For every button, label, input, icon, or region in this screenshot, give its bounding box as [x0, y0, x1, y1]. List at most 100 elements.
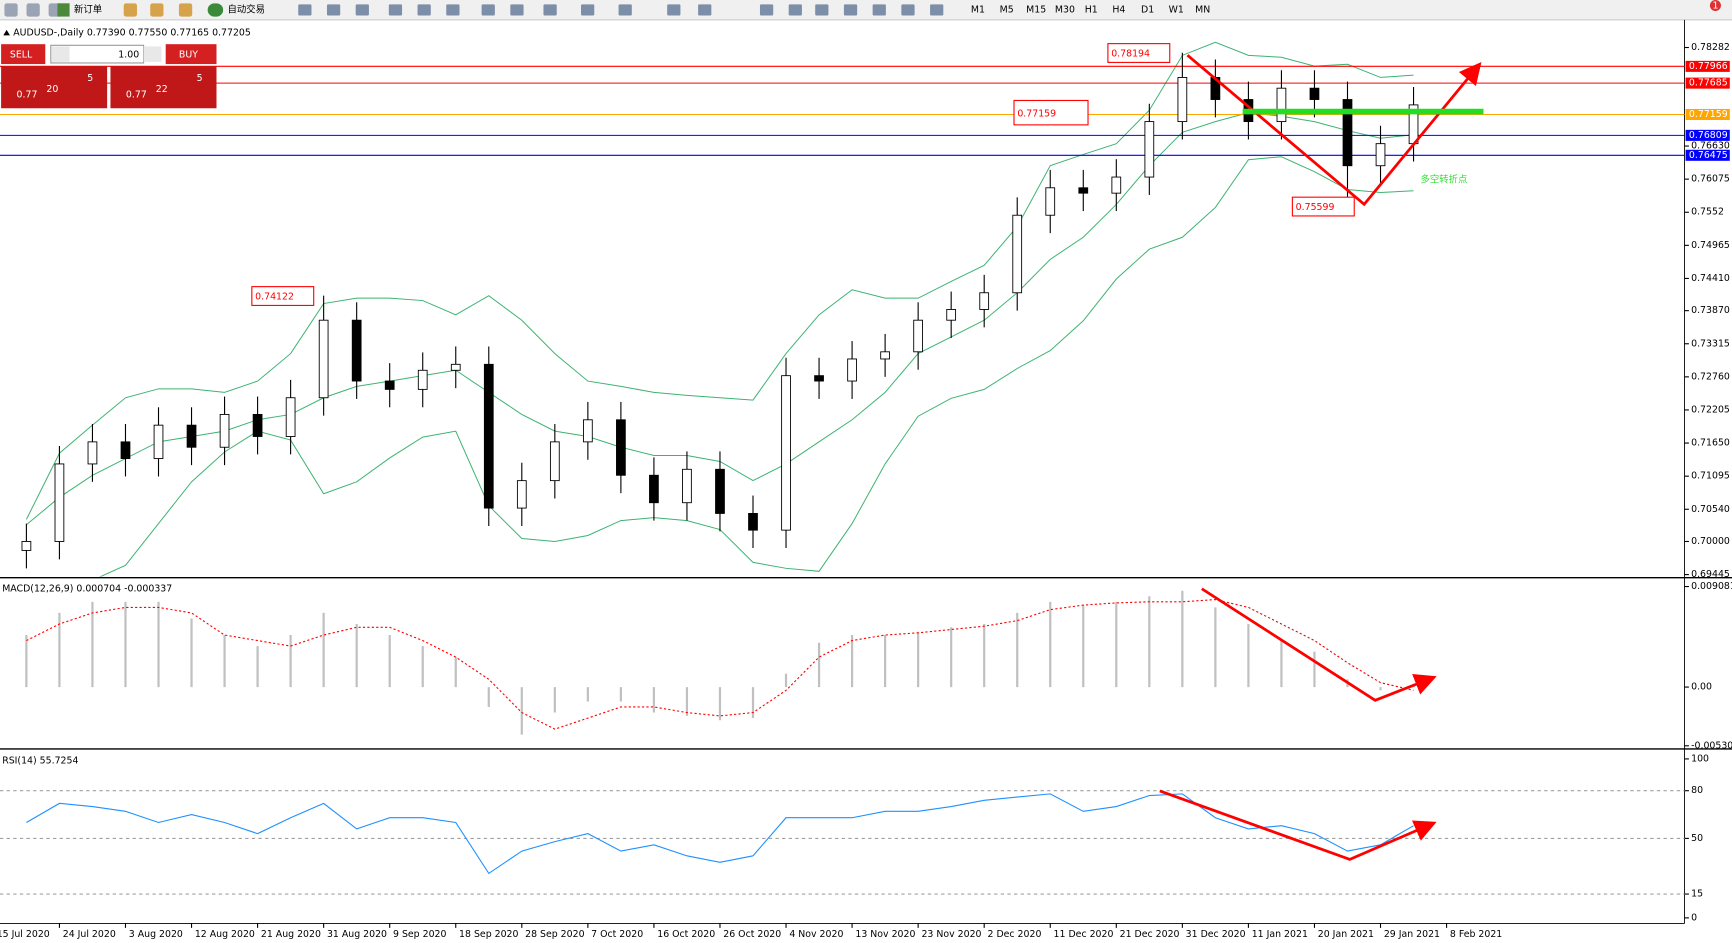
candle-body — [847, 358, 857, 382]
macd-panel: MACD(12,26,9) 0.000704 -0.000337 0.009081… — [2, 581, 1732, 751]
candle-body — [285, 397, 296, 437]
plot — [0, 790, 1685, 895]
indicator-title: RSI(14) 55.7254 — [2, 756, 78, 767]
price-main: 20 — [46, 84, 58, 95]
candle-body — [1309, 87, 1320, 100]
x-tick-label: 11 Jan 2021 — [1252, 929, 1308, 940]
price-button[interactable] — [110, 66, 217, 109]
x-tick-label: 3 Aug 2020 — [129, 929, 183, 940]
toolbar-icon[interactable] — [667, 4, 681, 16]
toolbar-icon[interactable] — [815, 4, 829, 16]
candle-body — [186, 424, 197, 448]
timeframe-button[interactable]: M30 — [1055, 4, 1075, 15]
toolbar-icon[interactable] — [388, 4, 403, 16]
candle-body — [384, 380, 395, 390]
rsi-line — [26, 793, 1414, 875]
y-tick-label: 0.74410 — [1691, 273, 1730, 284]
sell-label: SELL — [10, 50, 33, 61]
x-tick-label: 9 Sep 2020 — [393, 929, 446, 940]
toolbar-icon[interactable] — [178, 3, 193, 17]
toolbar-icon[interactable] — [872, 4, 886, 16]
y-tick-label: 0.73870 — [1691, 305, 1730, 316]
toolbar-icon[interactable] — [123, 3, 137, 17]
toolbar-icon[interactable] — [759, 4, 774, 16]
candle-body — [450, 363, 461, 371]
toolbar-icon[interactable] — [26, 3, 40, 17]
sell-button[interactable] — [1, 44, 46, 65]
y-tick-label: 0.76630 — [1691, 141, 1730, 152]
chart-area — [0, 33, 1685, 924]
lot-down[interactable] — [51, 46, 70, 62]
toolbar-button[interactable]: 新订单 — [74, 3, 102, 15]
toolbar-icon[interactable] — [481, 4, 495, 16]
timeframe-button[interactable]: M15 — [1026, 4, 1046, 15]
price-level-box — [1685, 149, 1730, 161]
timeframe-button[interactable]: M5 — [1000, 4, 1014, 15]
toolbar-icon[interactable] — [298, 4, 312, 16]
toolbar-icon[interactable] — [417, 4, 431, 16]
price-level-label: 0.76809 — [1689, 130, 1728, 141]
timeframe-button[interactable]: W1 — [1169, 4, 1184, 15]
macd-arrow — [1201, 587, 1437, 702]
price-button[interactable] — [1, 66, 108, 109]
x-tick-label: 13 Nov 2020 — [855, 929, 915, 940]
new-order-icon[interactable] — [57, 3, 70, 17]
y-tick-label: 0.74965 — [1691, 240, 1730, 251]
y-tick-label: 50 — [1691, 833, 1703, 844]
timeframe-button[interactable]: D1 — [1141, 4, 1154, 15]
plot — [25, 590, 1415, 735]
timeframe-button[interactable]: MN — [1195, 4, 1210, 15]
annotation: 0.74122 — [255, 292, 294, 303]
lot-up[interactable] — [143, 46, 162, 62]
candle-body — [318, 319, 329, 399]
x-tick-label: 7 Oct 2020 — [591, 929, 643, 940]
toolbar-icon[interactable] — [930, 4, 944, 16]
timeframe-button[interactable]: H1 — [1085, 4, 1098, 15]
price-level-box — [1685, 60, 1730, 72]
buy-button[interactable] — [165, 44, 217, 65]
y-tick-label: 0.73315 — [1691, 338, 1730, 349]
candle-body — [351, 319, 362, 382]
candle-body — [946, 309, 957, 321]
toolbar — [0, 0, 1732, 20]
timeframe-button[interactable]: H4 — [1112, 4, 1125, 15]
toolbar-icon[interactable] — [788, 4, 802, 16]
toolbar-icon[interactable] — [510, 4, 524, 16]
toolbar-icon[interactable] — [355, 4, 369, 16]
toolbar-icon[interactable] — [581, 4, 595, 16]
x-tick-label: 8 Feb 2021 — [1450, 929, 1502, 940]
price-prefix: 0.77 — [17, 89, 38, 100]
y-tick-label: 0.69445 — [1691, 569, 1730, 580]
toolbar-icon[interactable] — [698, 4, 712, 16]
toolbar-icon[interactable] — [543, 4, 557, 16]
toolbar-icon[interactable] — [843, 4, 858, 16]
y-tick-label: 0.72205 — [1691, 404, 1730, 415]
annotation: 0.75599 — [1296, 202, 1335, 213]
y-tick-label: 15 — [1691, 889, 1703, 900]
candle-body — [516, 480, 527, 509]
timeframe-button[interactable]: M1 — [971, 4, 985, 15]
candle-body — [1012, 214, 1023, 294]
lot-value: 1.00 — [118, 50, 139, 61]
candle-body — [21, 541, 32, 551]
indicator-title: MACD(12,26,9) 0.000704 -0.000337 — [2, 583, 172, 594]
candle-body — [1111, 176, 1122, 194]
notification-badge[interactable] — [1709, 0, 1721, 12]
toolbar-icon[interactable] — [4, 3, 18, 17]
y-tick-label: -0.005306 — [1691, 740, 1732, 751]
toolbar-icon[interactable] — [901, 4, 915, 16]
candle-body — [1144, 121, 1155, 178]
candle-body — [120, 441, 131, 460]
x-tick-label: 21 Dec 2020 — [1120, 929, 1180, 940]
toolbar-icon[interactable] — [446, 4, 460, 16]
auto-trade-icon[interactable] — [207, 3, 224, 17]
candle-body — [913, 319, 923, 353]
toolbar-button[interactable]: 自动交易 — [228, 3, 266, 15]
y-tick-label: 100 — [1691, 753, 1709, 764]
toolbar-icon[interactable] — [326, 4, 341, 16]
toolbar-icon[interactable] — [150, 3, 164, 17]
candle-body — [715, 468, 725, 514]
y-tick-label: 0 — [1691, 912, 1697, 923]
toolbar-icon[interactable] — [618, 4, 632, 16]
